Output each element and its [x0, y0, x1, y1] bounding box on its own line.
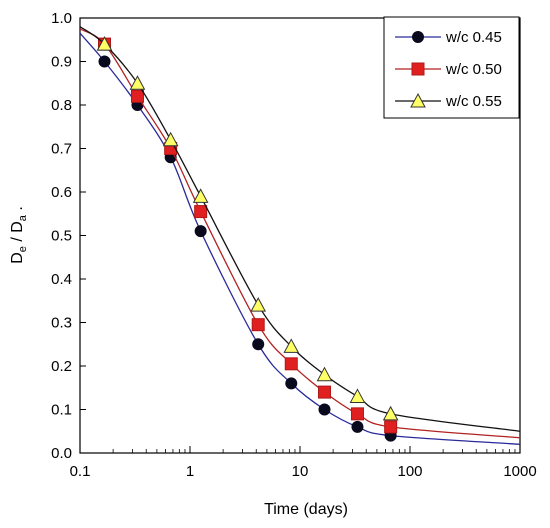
- data-point: [284, 357, 298, 371]
- data-point: [250, 297, 267, 312]
- y-tick-label: 0.7: [51, 141, 72, 158]
- y-tick-label: 0.9: [51, 54, 72, 71]
- data-point: [252, 338, 265, 351]
- data-point: [351, 420, 364, 433]
- legend-label-wc045: w/c 0.45: [445, 29, 502, 46]
- legend-entry-wc050: w/c 0.50: [395, 61, 502, 78]
- data-point: [194, 225, 207, 238]
- data-point: [130, 89, 144, 103]
- x-tick-label: 0.1: [70, 463, 91, 480]
- data-point: [251, 318, 265, 332]
- y-axis-title-slash: /: [9, 233, 26, 246]
- y-tick-label: 0.4: [51, 271, 72, 288]
- data-point: [384, 420, 398, 434]
- data-point: [162, 131, 179, 147]
- x-tick-label: 100: [397, 463, 422, 480]
- series-w-c-0-55: [79, 26, 521, 432]
- legend-entry-wc045: w/c 0.45: [395, 29, 502, 46]
- data-point: [283, 338, 300, 353]
- y-tick-label: 0.3: [51, 315, 72, 332]
- data-point: [96, 36, 113, 51]
- series-w-c-0-50: [79, 28, 521, 439]
- axes: 0.00.10.20.30.40.50.60.70.80.91.00.1 1 10 1…: [51, 10, 537, 480]
- y-tick-label: 1.0: [51, 10, 72, 27]
- data-point: [317, 385, 331, 399]
- y-axis-title-sub-e: e: [17, 246, 29, 252]
- y-tick-label: 0.0: [51, 445, 72, 462]
- legend-label-wc055: w/c 0.55: [445, 93, 502, 110]
- data-point: [318, 403, 331, 416]
- data-point: [98, 55, 111, 68]
- data-point: [129, 75, 146, 90]
- data-point: [285, 377, 298, 390]
- y-axis-title-sub-a: a: [17, 214, 29, 221]
- x-tick-label: 10: [292, 463, 309, 480]
- y-axis-title: De / Da .: [9, 206, 29, 264]
- data-point: [192, 188, 209, 203]
- y-tick-label: 0.5: [51, 228, 72, 245]
- data-point: [350, 407, 364, 421]
- x-tick-label: 1: [186, 463, 194, 480]
- y-tick-label: 0.2: [51, 358, 72, 375]
- legend-marker-circle: [412, 31, 424, 43]
- data-point: [382, 405, 399, 421]
- data-point: [349, 388, 366, 403]
- y-tick-label: 0.6: [51, 184, 72, 201]
- y-axis-title-d2: D: [9, 221, 26, 233]
- legend: w/c 0.45 w/c 0.50 w/c 0.55: [383, 16, 520, 119]
- legend-label-wc050: w/c 0.50: [445, 61, 502, 78]
- data-point: [316, 366, 333, 382]
- series-layer: [79, 26, 521, 445]
- x-axis-title: Time (days): [264, 501, 348, 518]
- y-tick-label: 0.8: [51, 97, 72, 114]
- y-axis-title-trail: .: [9, 206, 26, 215]
- legend-marker-triangle: [410, 92, 426, 108]
- y-tick-label: 0.1: [51, 402, 72, 419]
- y-axis-title-d1: D: [9, 252, 26, 264]
- legend-entry-wc055: w/c 0.55: [395, 92, 502, 110]
- legend-marker-square: [411, 62, 425, 76]
- x-tick-label: 1000: [503, 463, 536, 480]
- data-point: [194, 205, 208, 219]
